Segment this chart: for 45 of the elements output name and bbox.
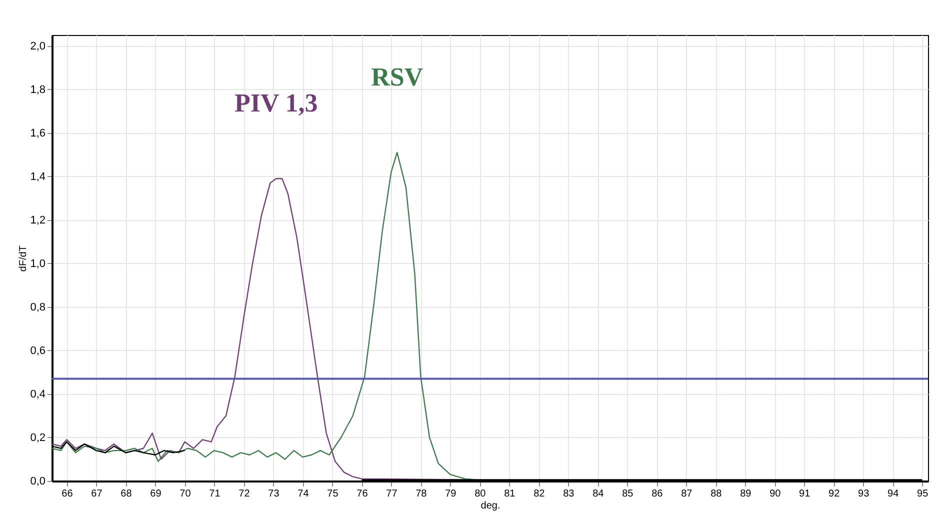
x-tick-label: 77 — [386, 488, 398, 500]
x-tick-label: 82 — [534, 488, 546, 500]
y-tick-label: 1,2 — [30, 214, 46, 226]
y-axis-title: dF/dT — [18, 245, 30, 272]
x-tick-label: 74 — [298, 488, 310, 500]
x-tick-label: 71 — [209, 488, 221, 500]
x-tick-label: 66 — [62, 488, 74, 500]
x-tick-label: 78 — [416, 488, 428, 500]
x-tick-label: 72 — [238, 488, 250, 500]
x-tick-label: 95 — [917, 488, 929, 500]
x-tick-label: 80 — [474, 488, 486, 500]
x-tick-label: 68 — [120, 488, 132, 500]
x-tick-label: 79 — [445, 488, 457, 500]
x-tick-label: 91 — [799, 488, 811, 500]
y-tick-label: 1,8 — [30, 84, 46, 96]
x-tick-label: 87 — [681, 488, 693, 500]
x-tick-label: 88 — [710, 488, 722, 500]
x-tick-label: 75 — [327, 488, 339, 500]
y-tick-label: 2,0 — [30, 40, 46, 52]
x-tick-label: 85 — [622, 488, 634, 500]
y-tick-label: 0,4 — [30, 388, 46, 400]
y-tick-label: 0,6 — [30, 344, 46, 357]
y-tick-label: 0,2 — [30, 432, 46, 444]
x-tick-label: 94 — [888, 488, 900, 500]
x-tick-label: 86 — [652, 488, 664, 500]
text: PIV 1,3 — [234, 88, 318, 118]
y-tick-label: 1,0 — [30, 258, 46, 270]
x-tick-label: 93 — [858, 488, 870, 500]
y-tick-label: 0,0 — [30, 476, 46, 488]
x-tick-label: 89 — [740, 488, 752, 500]
text: RSV — [371, 62, 424, 92]
x-tick-label: 84 — [592, 488, 604, 500]
y-tick-label: 1,4 — [30, 170, 46, 183]
x-tick-label: 70 — [180, 488, 192, 500]
x-tick-label: 90 — [770, 488, 782, 500]
x-tick-label: 83 — [563, 488, 575, 500]
x-tick-label: 73 — [268, 488, 280, 500]
x-tick-label: 69 — [150, 488, 162, 500]
x-tick-label: 92 — [828, 488, 840, 500]
x-axis-title: deg. — [480, 500, 500, 512]
x-tick-label: 81 — [504, 488, 516, 500]
y-tick-label: 0,8 — [30, 301, 46, 314]
x-tick-label: 67 — [91, 488, 103, 500]
y-tick-label: 1,6 — [30, 127, 46, 140]
x-tick-label: 76 — [356, 488, 368, 500]
